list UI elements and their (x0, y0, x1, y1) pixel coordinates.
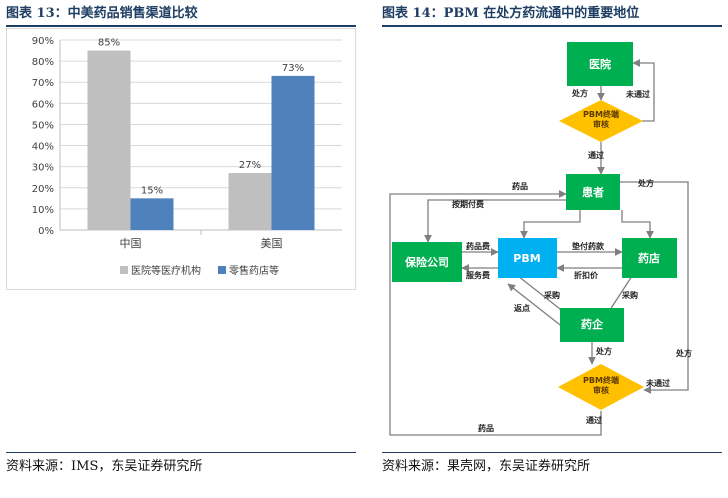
edge-label-passed-top: 通过 (588, 150, 604, 160)
bar (228, 173, 272, 230)
node-pharmacy-label: 药店 (638, 251, 660, 265)
y-tick-label: 80% (32, 57, 54, 68)
node-patient (566, 174, 620, 210)
node-insurer-label: 保险公司 (404, 255, 449, 269)
y-tick-label: 90% (32, 36, 54, 47)
edge-right-to-bottom-review (643, 350, 689, 394)
node-pbm-review-top-label-box: PBM终端审核 (583, 110, 619, 129)
bar (87, 50, 131, 230)
chart-title-rule (6, 25, 356, 27)
edge-label-advance-payment: 垫付药款 (572, 241, 605, 251)
chart-source-rule (6, 452, 356, 453)
legend-label: 医院等医疗机构 (131, 264, 201, 277)
node-hospital-label: 医院 (589, 57, 611, 71)
node-pbm (498, 238, 557, 278)
y-tick-label: 10% (32, 205, 54, 216)
edge-label-purchase-right: 采购 (621, 290, 638, 300)
edge-label-regular-payment: 按期付费 (452, 199, 484, 209)
node-hospital (567, 42, 633, 86)
edge-label-drugs-bottom: 药品 (478, 423, 494, 433)
edge-label-discount-price: 折扣价 (574, 270, 599, 280)
edge-label-prescription-1: 处方 (571, 88, 588, 98)
node-pbm-review-bottom-label-box: PBM终端审核 (583, 376, 619, 395)
node-pbm-label: PBM (513, 252, 540, 265)
node-pbm-review-bottom (558, 364, 644, 410)
edge-label-drugs-left: 药品 (512, 181, 528, 191)
node-pbm-review-bottom-label: PBM终端审核 (583, 376, 619, 395)
node-pbm-review-top-label: PBM终端审核 (583, 110, 619, 129)
y-tick-label: 70% (32, 78, 54, 89)
node-insurer (392, 242, 462, 282)
edge-label-prescription-far-right: 处方 (675, 348, 692, 358)
chart-figure-title: 图表 13：中美药品销售渠道比较 (6, 6, 198, 21)
edge-label-prescription-2: 处方 (595, 346, 612, 356)
node-patient-label: 患者 (582, 185, 604, 199)
y-tick-label: 60% (32, 99, 54, 110)
edge-payment-to-insurer (424, 199, 566, 243)
diagram-title-rule (382, 25, 722, 27)
bar-data-label: 15% (141, 185, 163, 196)
edge-label-prescription-right: 处方 (637, 178, 654, 188)
edge-patient-to-pbm (520, 210, 581, 239)
edge-label-purchase-left: 采购 (543, 290, 560, 300)
node-pharma (560, 308, 624, 342)
edge-patient-to-pharmacy (621, 210, 654, 239)
edge-label-not-passed-top: 未通过 (625, 89, 650, 99)
edge-label-not-passed-bottom: 未通过 (645, 378, 670, 388)
edge-label-passed-bottom: 通过 (586, 415, 602, 425)
node-pbm-review-top (559, 100, 643, 142)
edge-pharma-to-pbm (507, 283, 565, 329)
node-pharmacy (622, 238, 677, 278)
node-pharma-label: 药企 (581, 317, 604, 331)
edge-label-rebate: 返点 (514, 303, 530, 313)
y-tick-label: 50% (32, 120, 54, 131)
bar-data-label: 27% (239, 160, 261, 171)
y-tick-label: 40% (32, 142, 54, 153)
bar-data-label: 85% (98, 38, 120, 49)
legend-label: 零售药店等 (229, 264, 279, 277)
legend-swatch (120, 266, 128, 274)
edge-patient-right-prescription (620, 181, 689, 350)
edge-review-not-passed (632, 59, 655, 122)
bar-data-label: 73% (282, 63, 304, 74)
edge-drugs-loop (389, 190, 602, 436)
y-tick-label: 20% (32, 184, 54, 195)
bar (271, 75, 315, 230)
pbm-flow-diagram: 医院 患者 保险公司 PBM 药店 药企 PBM终端审核 PBM终端审核 处方 … (389, 42, 692, 436)
edge-label-service-fee: 服务费 (466, 270, 490, 280)
legend-swatch (218, 266, 226, 274)
bar (130, 198, 174, 230)
edge-label-drug-fee: 药品费 (466, 241, 490, 251)
diagram-figure-title: 图表 14：PBM 在处方药流通中的重要地位 (382, 6, 640, 21)
x-category-label: 美国 (261, 237, 283, 250)
y-tick-label: 30% (32, 163, 54, 174)
x-category-label: 中国 (120, 237, 142, 250)
chart-source: 资料来源：IMS，东吴证券研究所 (6, 459, 203, 474)
diagram-source: 资料来源：果壳网，东吴证券研究所 (382, 459, 591, 474)
y-tick-label: 0% (38, 226, 54, 237)
diagram-source-rule (382, 452, 722, 453)
sales-channel-bar-chart: 0% 10% 20% 30% 40% 50% 60% 70% 80% 90% 85% 15% 中国 27%… (6, 28, 356, 290)
